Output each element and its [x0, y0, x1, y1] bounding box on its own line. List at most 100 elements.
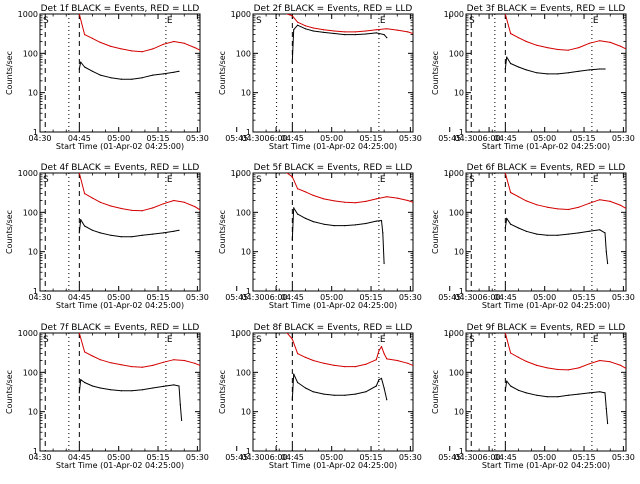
lld-data-point	[344, 201, 346, 203]
lld-data-point	[304, 191, 307, 193]
x-tick-label: 05:30	[186, 293, 209, 302]
events-data-point	[291, 61, 293, 63]
lld-data-point	[567, 208, 569, 211]
events-data-point	[567, 394, 569, 396]
lld-series-line	[286, 333, 413, 368]
x-tick-label: 04:30	[28, 293, 51, 302]
events-data-point	[173, 71, 175, 73]
y-tick-label: 1000	[444, 169, 464, 178]
events-data-point	[354, 224, 356, 226]
events-data-point	[120, 390, 122, 392]
x-axis-label: Start Time (01-Apr-02 04:25:00)	[269, 142, 397, 151]
y-tick-label: 10	[454, 408, 464, 417]
lld-data-point	[99, 359, 101, 361]
events-series-line	[291, 24, 388, 63]
events-data-point	[141, 77, 143, 79]
x-tick-label: 05:45	[225, 453, 248, 462]
lld-data-point	[162, 361, 164, 363]
lld-data-point	[375, 198, 377, 200]
y-tick-label: 10	[241, 408, 251, 417]
y-tick-label: 100	[449, 208, 464, 217]
lld-data-point	[78, 173, 80, 174]
x-tick-label: 04:30	[241, 453, 264, 462]
lld-data-point	[517, 356, 520, 358]
lld-data-point	[199, 364, 200, 366]
y-tick-label: 1000	[18, 10, 38, 19]
events-data-point	[99, 74, 101, 76]
lld-data-point	[599, 40, 601, 42]
lld-data-point	[383, 353, 385, 355]
events-data-point	[323, 393, 325, 395]
plot-frame	[465, 332, 627, 452]
y-axis-label: Counts/sec	[5, 210, 14, 254]
y-tick-label: 1000	[444, 10, 464, 19]
panel-title: Det 6f BLACK = Events, RED = LLD	[467, 163, 626, 173]
lld-data-point	[407, 31, 409, 33]
events-data-point	[604, 68, 606, 70]
end-marker-label: E	[380, 175, 386, 185]
series-group	[504, 333, 626, 425]
events-data-point	[375, 385, 377, 387]
events-data-point	[141, 389, 143, 391]
events-data-point	[605, 408, 607, 410]
lld-data-point	[141, 210, 143, 212]
events-data-point	[383, 387, 385, 389]
lld-data-point	[525, 40, 527, 43]
events-data-point	[380, 377, 383, 379]
lld-data-point	[536, 204, 538, 206]
lld-data-point	[620, 364, 622, 366]
x-tick-label: 04:45	[494, 293, 517, 302]
interval-markers	[44, 173, 167, 291]
panel-title: Det 9f BLACK = Events, RED = LLD	[467, 323, 626, 333]
x-tick-label: 06:00	[265, 134, 288, 143]
y-tick-label: 1	[459, 447, 464, 456]
x-tick-label: 05:00	[533, 134, 556, 143]
x-tick-label: 04:45	[281, 293, 304, 302]
lld-data-point	[567, 369, 569, 371]
events-data-point	[80, 379, 82, 381]
events-data-point	[110, 77, 112, 79]
events-data-point	[383, 262, 385, 265]
y-tick-label: 1	[246, 287, 251, 296]
events-data-point	[333, 394, 335, 396]
events-data-point	[178, 229, 180, 231]
lld-data-point	[91, 197, 94, 199]
events-data-point	[304, 387, 307, 389]
end-marker-label: E	[167, 335, 173, 345]
lld-data-point	[386, 196, 388, 198]
lld-data-point	[120, 207, 122, 210]
lld-data-point	[378, 350, 380, 352]
y-axis-label: Counts/sec	[431, 370, 440, 414]
events-data-point	[386, 399, 388, 401]
events-data-point	[607, 422, 609, 425]
panel-title: Det 8f BLACK = Events, RED = LLD	[254, 323, 413, 333]
lld-data-point	[344, 366, 346, 368]
lld-data-point	[120, 48, 122, 50]
panel-3: Det 3f BLACK = Events, RED = LLD 1 10 100 10…	[431, 4, 635, 151]
y-tick-label: 1	[33, 287, 38, 296]
lld-series-line	[286, 14, 413, 34]
events-series-line	[291, 207, 385, 264]
y-tick-label: 1000	[231, 329, 251, 338]
events-series-line	[78, 379, 183, 421]
lld-data-point	[365, 200, 367, 202]
lld-data-point	[333, 200, 335, 202]
lld-data-point	[286, 14, 288, 15]
events-data-point	[517, 389, 520, 391]
y-tick-label: 100	[23, 49, 38, 58]
events-data-point	[567, 72, 569, 74]
lld-data-point	[183, 42, 185, 44]
lld-data-point	[525, 200, 527, 202]
panel-4: Det 4f BLACK = Events, RED = LLD11010010…	[5, 163, 288, 310]
events-data-point	[578, 232, 580, 234]
y-tick-label: 1000	[231, 10, 251, 19]
x-tick-label: 04:30	[28, 453, 51, 462]
lld-data-point	[510, 352, 512, 354]
events-data-point	[557, 73, 559, 75]
events-data-point	[504, 227, 506, 229]
y-tick-label: 1000	[18, 329, 38, 338]
y-tick-label: 1000	[231, 169, 251, 178]
lld-data-point	[354, 31, 356, 33]
lld-series-line	[504, 333, 626, 371]
lld-data-point	[375, 359, 377, 361]
